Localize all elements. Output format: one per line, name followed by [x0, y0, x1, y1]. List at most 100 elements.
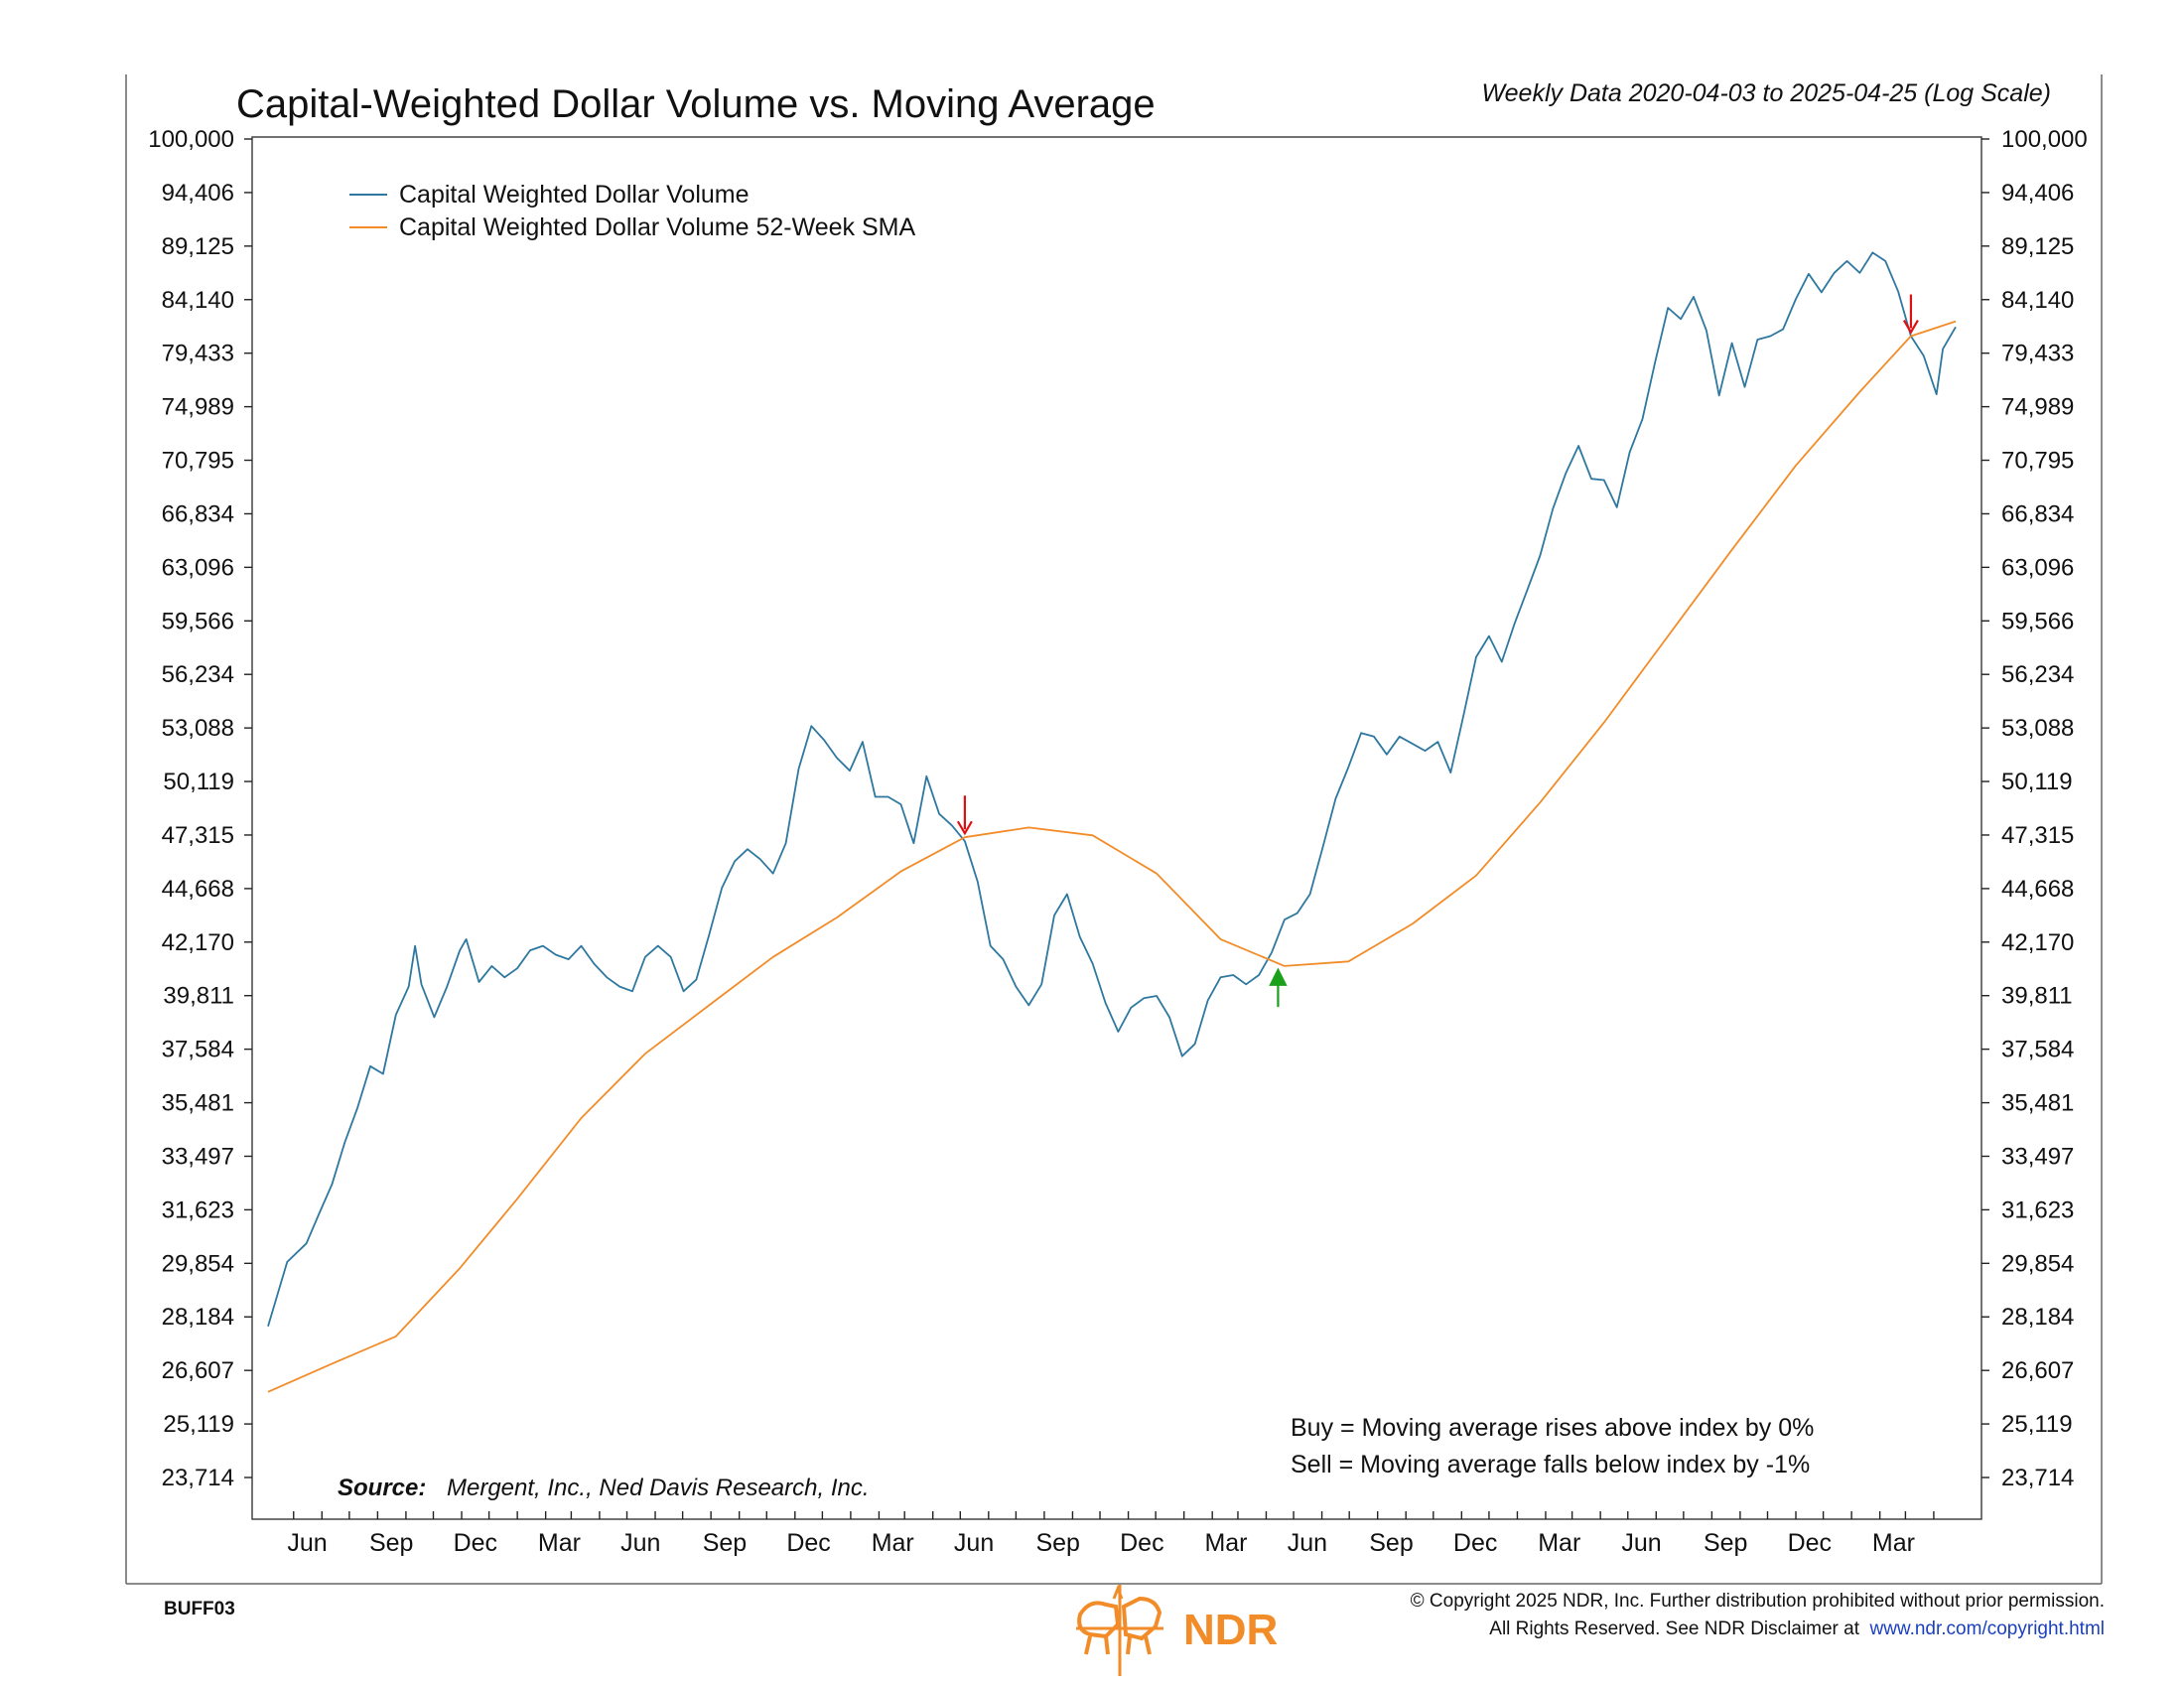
plot-area — [251, 136, 1982, 1520]
source-label: Source: — [338, 1475, 426, 1501]
chart-code: BUFF03 — [164, 1599, 235, 1619]
y-tick-label-right: 79,433 — [2001, 341, 2074, 367]
legend-label-volume: Capital Weighted Dollar Volume — [399, 181, 750, 209]
x-tick-label: Dec — [454, 1529, 497, 1557]
x-tick-label: Jun — [620, 1529, 660, 1557]
signal-layer — [956, 294, 1919, 1008]
rights-line: All Rights Reserved. See NDR Disclaimer … — [1489, 1618, 2105, 1639]
y-tick-label-left: 94,406 — [162, 180, 234, 207]
x-tick-label: Mar — [1538, 1529, 1580, 1557]
y-tick-label-right: 39,811 — [2001, 983, 2073, 1010]
y-tick-label-left: 28,184 — [162, 1304, 234, 1331]
y-tick-label-right: 74,989 — [2001, 394, 2074, 421]
y-tick-label-left: 74,989 — [162, 394, 234, 421]
x-tick-label: Jun — [1288, 1529, 1327, 1557]
x-tick-label: Jun — [1621, 1529, 1661, 1557]
y-axis-left: 100,000 94,406 89,125 84,140 79,433 74,989 70,… — [148, 126, 252, 1491]
x-tick-label: Dec — [786, 1529, 830, 1557]
buy-rule-note: Buy = Moving average rises above index b… — [1291, 1414, 1814, 1442]
y-tick-label-right: 42,170 — [2001, 929, 2074, 956]
x-tick-label: Sep — [1369, 1529, 1413, 1557]
logo-text: NDR — [1183, 1606, 1278, 1654]
y-tick-label-right: 89,125 — [2001, 233, 2074, 260]
y-tick-label-right: 29,854 — [2001, 1250, 2074, 1277]
y-tick-label-left: 56,234 — [162, 661, 234, 688]
y-tick-label-right: 26,607 — [2001, 1357, 2074, 1384]
y-tick-label-right: 28,184 — [2001, 1304, 2074, 1331]
x-tick-label: Mar — [538, 1529, 581, 1557]
y-tick-label-right: 84,140 — [2001, 287, 2074, 314]
buy-signal-arrow-icon — [1269, 967, 1288, 986]
x-tick-label: Sep — [703, 1529, 747, 1557]
y-tick-label-right: 35,481 — [2001, 1090, 2074, 1117]
y-tick-label-right: 31,623 — [2001, 1196, 2074, 1223]
y-tick-label-right: 100,000 — [2001, 126, 2088, 153]
y-tick-label-left: 89,125 — [162, 233, 234, 260]
sell-rule-note: Sell = Moving average falls below index … — [1291, 1451, 1810, 1478]
x-tick-label: Sep — [1704, 1529, 1747, 1557]
y-tick-label-right: 59,566 — [2001, 608, 2074, 634]
y-tick-label-left: 33,497 — [162, 1143, 234, 1170]
y-tick-label-left: 100,000 — [148, 126, 234, 153]
y-tick-label-left: 39,811 — [163, 983, 234, 1010]
y-tick-label-left: 26,607 — [162, 1357, 234, 1384]
y-tick-label-right: 66,834 — [2001, 500, 2074, 527]
chart-subtitle: Weekly Data 2020-04-03 to 2025-04-25 (Lo… — [1482, 79, 2052, 107]
y-tick-label-left: 44,668 — [162, 876, 234, 903]
y-tick-label-left: 47,315 — [162, 822, 234, 849]
x-axis: Jun Sep Dec Mar Jun Sep Dec Mar Jun Sep Dec Mar Jun S… — [287, 1511, 1935, 1557]
y-tick-label-right: 63,096 — [2001, 554, 2074, 581]
y-tick-label-right: 33,497 — [2001, 1143, 2074, 1170]
x-tick-label: Jun — [954, 1529, 994, 1557]
y-tick-label-right: 23,714 — [2001, 1465, 2074, 1491]
x-tick-label: Dec — [1120, 1529, 1163, 1557]
source-text: Mergent, Inc., Ned Davis Research, Inc. — [447, 1475, 870, 1501]
y-tick-label-left: 25,119 — [163, 1411, 234, 1438]
y-tick-label-left: 42,170 — [162, 929, 234, 956]
y-tick-label-left: 79,433 — [162, 341, 234, 367]
y-tick-label-right: 53,088 — [2001, 715, 2074, 742]
x-tick-label: Mar — [1872, 1529, 1915, 1557]
x-tick-label: Sep — [1035, 1529, 1079, 1557]
y-tick-label-right: 47,315 — [2001, 822, 2074, 849]
y-tick-label-right: 25,119 — [2001, 1411, 2073, 1438]
y-tick-label-left: 59,566 — [162, 608, 234, 634]
x-tick-label: Dec — [1453, 1529, 1497, 1557]
legend-label-sma: Capital Weighted Dollar Volume 52-Week S… — [399, 213, 915, 241]
series-line-sma — [267, 320, 1957, 1393]
series-layer — [267, 251, 1957, 1393]
disclaimer-link[interactable]: www.ndr.com/copyright.html — [1868, 1618, 2105, 1639]
y-tick-label-left: 70,795 — [162, 448, 234, 475]
y-tick-label-left: 50,119 — [163, 769, 234, 795]
chart-title: Capital-Weighted Dollar Volume vs. Movin… — [236, 82, 1156, 126]
y-tick-label-left: 31,623 — [162, 1196, 234, 1223]
y-tick-label-left: 53,088 — [162, 715, 234, 742]
y-tick-label-left: 29,854 — [162, 1250, 234, 1277]
y-tick-label-left: 63,096 — [162, 554, 234, 581]
y-tick-label-right: 44,668 — [2001, 876, 2074, 903]
y-tick-label-left: 37,584 — [162, 1037, 234, 1063]
y-axis-right: 100,000 94,406 89,125 84,140 79,433 74,989 70,… — [1981, 126, 2088, 1491]
y-tick-label-right: 70,795 — [2001, 448, 2074, 475]
legend: Capital Weighted Dollar Volume Capital W… — [349, 181, 915, 241]
y-tick-label-right: 37,584 — [2001, 1037, 2074, 1063]
y-tick-label-left: 66,834 — [162, 500, 234, 527]
x-tick-label: Dec — [1788, 1529, 1832, 1557]
x-tick-label: Jun — [287, 1529, 327, 1557]
y-tick-label-left: 84,140 — [162, 287, 234, 314]
y-tick-label-right: 50,119 — [2001, 769, 2073, 795]
y-tick-label-left: 23,714 — [162, 1465, 234, 1491]
y-tick-label-left: 35,481 — [162, 1090, 234, 1117]
x-tick-label: Sep — [369, 1529, 413, 1557]
bull-bear-logo-icon — [1076, 1584, 1163, 1676]
x-tick-label: Mar — [1204, 1529, 1247, 1557]
y-tick-label-right: 56,234 — [2001, 661, 2074, 688]
sell-signal-arrow-icon — [1902, 319, 1919, 335]
x-tick-label: Mar — [872, 1529, 914, 1557]
copyright-line: © Copyright 2025 NDR, Inc. Further distr… — [1411, 1591, 2105, 1612]
sell-signal-arrow-icon — [956, 820, 973, 836]
series-line-volume — [267, 251, 1957, 1327]
rights-text: All Rights Reserved. See NDR Disclaimer … — [1489, 1618, 1859, 1639]
y-tick-label-right: 94,406 — [2001, 180, 2074, 207]
